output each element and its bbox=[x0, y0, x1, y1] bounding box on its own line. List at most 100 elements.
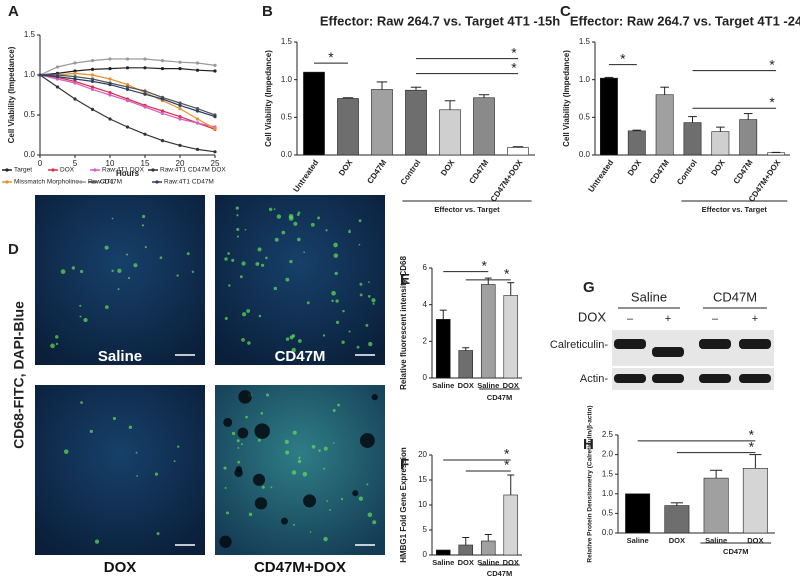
dark-spot bbox=[238, 390, 252, 404]
data-point bbox=[90, 67, 95, 71]
fluorescence-spot bbox=[104, 245, 109, 250]
data-point bbox=[178, 101, 182, 105]
stain-label: CD68-FITC, DAPI-Blue bbox=[11, 301, 27, 449]
fluorescence-spot bbox=[273, 286, 278, 291]
group-label: CD47M bbox=[487, 569, 512, 578]
fluorescence-spot bbox=[60, 269, 66, 274]
fluorescence-spot bbox=[240, 443, 243, 446]
dark-spot bbox=[254, 423, 270, 439]
fluorescence-spot bbox=[265, 256, 268, 260]
fluorescence-spot bbox=[335, 320, 340, 324]
blot-lane-label: + bbox=[752, 313, 758, 325]
data-point bbox=[195, 117, 200, 121]
group-label: Effector vs. Target bbox=[702, 205, 768, 214]
data-point bbox=[178, 67, 182, 71]
fluorescence-spot bbox=[281, 230, 286, 235]
fluorescence-spot bbox=[144, 246, 147, 249]
data-point bbox=[213, 150, 217, 154]
fluorescence-spot bbox=[224, 257, 228, 261]
group-label: CD47M bbox=[723, 547, 748, 556]
data-point bbox=[143, 57, 147, 61]
data-point bbox=[213, 69, 217, 73]
fluorescence-spot bbox=[311, 444, 316, 449]
significance-star: * bbox=[749, 427, 755, 443]
fluorescence-spot bbox=[231, 258, 235, 262]
fluorescence-spot bbox=[258, 314, 262, 318]
fluorescence-spot bbox=[79, 269, 84, 274]
significance-star: * bbox=[504, 266, 510, 282]
x-tick-label: DOX bbox=[337, 158, 355, 178]
dark-spot bbox=[254, 497, 268, 510]
fluorescence-spot bbox=[332, 408, 336, 413]
blot-band bbox=[652, 347, 684, 357]
fluorescence-spot bbox=[337, 403, 341, 407]
bar bbox=[739, 119, 758, 156]
x-tick-label: DOX bbox=[669, 536, 685, 545]
blot-band bbox=[739, 374, 771, 383]
y-axis-title: Cell Viability (Impedance) bbox=[7, 46, 16, 143]
y-tick-label: 10 bbox=[418, 500, 427, 509]
legend-marker bbox=[91, 180, 95, 184]
fluorescence-spot bbox=[80, 401, 83, 405]
fluorescence-spot bbox=[306, 301, 310, 305]
x-tick-label: Saline bbox=[627, 536, 649, 545]
dark-spot bbox=[219, 535, 232, 548]
fluorescence-spot bbox=[372, 302, 375, 305]
y-tick-label: 0 bbox=[423, 373, 428, 382]
x-tick-label: Saline bbox=[477, 558, 499, 567]
y-tick-label: 20 bbox=[418, 450, 427, 459]
fluorescence-spot bbox=[235, 206, 239, 210]
data-point bbox=[55, 85, 60, 89]
data-point bbox=[160, 67, 165, 71]
bar bbox=[503, 494, 519, 556]
data-point bbox=[178, 143, 182, 147]
fluorescence-spot bbox=[241, 261, 246, 266]
x-tick-label: Saline bbox=[477, 381, 499, 390]
fluorescence-spot bbox=[372, 520, 377, 525]
legend-label: Raw:4T1 DOX bbox=[102, 167, 145, 174]
fluorescence-spot bbox=[117, 288, 120, 291]
legend-label: CD47M bbox=[100, 179, 122, 186]
dark-spot bbox=[237, 427, 249, 439]
panel-label: H bbox=[583, 436, 594, 453]
fluorescence-spot bbox=[236, 439, 240, 443]
blot-band bbox=[699, 374, 731, 383]
legend-label: Raw:4T1 CD47M DOX bbox=[160, 167, 226, 174]
fluorescence-spot bbox=[236, 214, 239, 217]
fluorescence-spot bbox=[191, 270, 195, 274]
data-point bbox=[178, 60, 182, 64]
x-tick-label: CD47M+DOX bbox=[489, 158, 525, 204]
fluorescence-spot bbox=[288, 213, 294, 219]
fluorescence-spot bbox=[231, 431, 236, 436]
fluorescence-spot bbox=[358, 219, 362, 223]
y-tick-label: 0 bbox=[423, 550, 428, 559]
blot-band-label: Calreticulin- bbox=[550, 339, 608, 351]
panel-label: A bbox=[8, 3, 19, 20]
legend-label: Raw:4T1 CD47M bbox=[164, 179, 214, 186]
fluorescence-spot bbox=[226, 511, 229, 515]
y-axis-title: Cell Viability (Impedance) bbox=[264, 50, 273, 147]
blot-band bbox=[614, 339, 646, 349]
x-tick-label: DOX bbox=[503, 558, 519, 567]
fluorescence-spot bbox=[257, 247, 262, 252]
legend-marker bbox=[79, 180, 83, 184]
micrograph bbox=[35, 385, 205, 555]
bar bbox=[439, 109, 461, 156]
fluorescence-spot bbox=[289, 259, 293, 264]
data-point bbox=[73, 97, 77, 101]
data-point bbox=[143, 132, 147, 136]
data-point bbox=[125, 66, 130, 70]
panel-label: B bbox=[262, 3, 273, 20]
data-point bbox=[73, 69, 77, 73]
y-tick-label: 1.0 bbox=[24, 70, 36, 79]
fluorescence-spot bbox=[141, 224, 145, 227]
fluorescence-spot bbox=[332, 442, 335, 444]
bar bbox=[742, 468, 768, 534]
dark-spot bbox=[252, 473, 266, 486]
fluorescence-spot bbox=[156, 532, 160, 536]
blot-band bbox=[652, 374, 684, 383]
x-tick-label: DOX bbox=[458, 558, 474, 567]
x-axis-title: Hours bbox=[116, 169, 140, 178]
y-tick-label: 0.0 bbox=[281, 150, 293, 159]
data-point bbox=[90, 59, 95, 63]
